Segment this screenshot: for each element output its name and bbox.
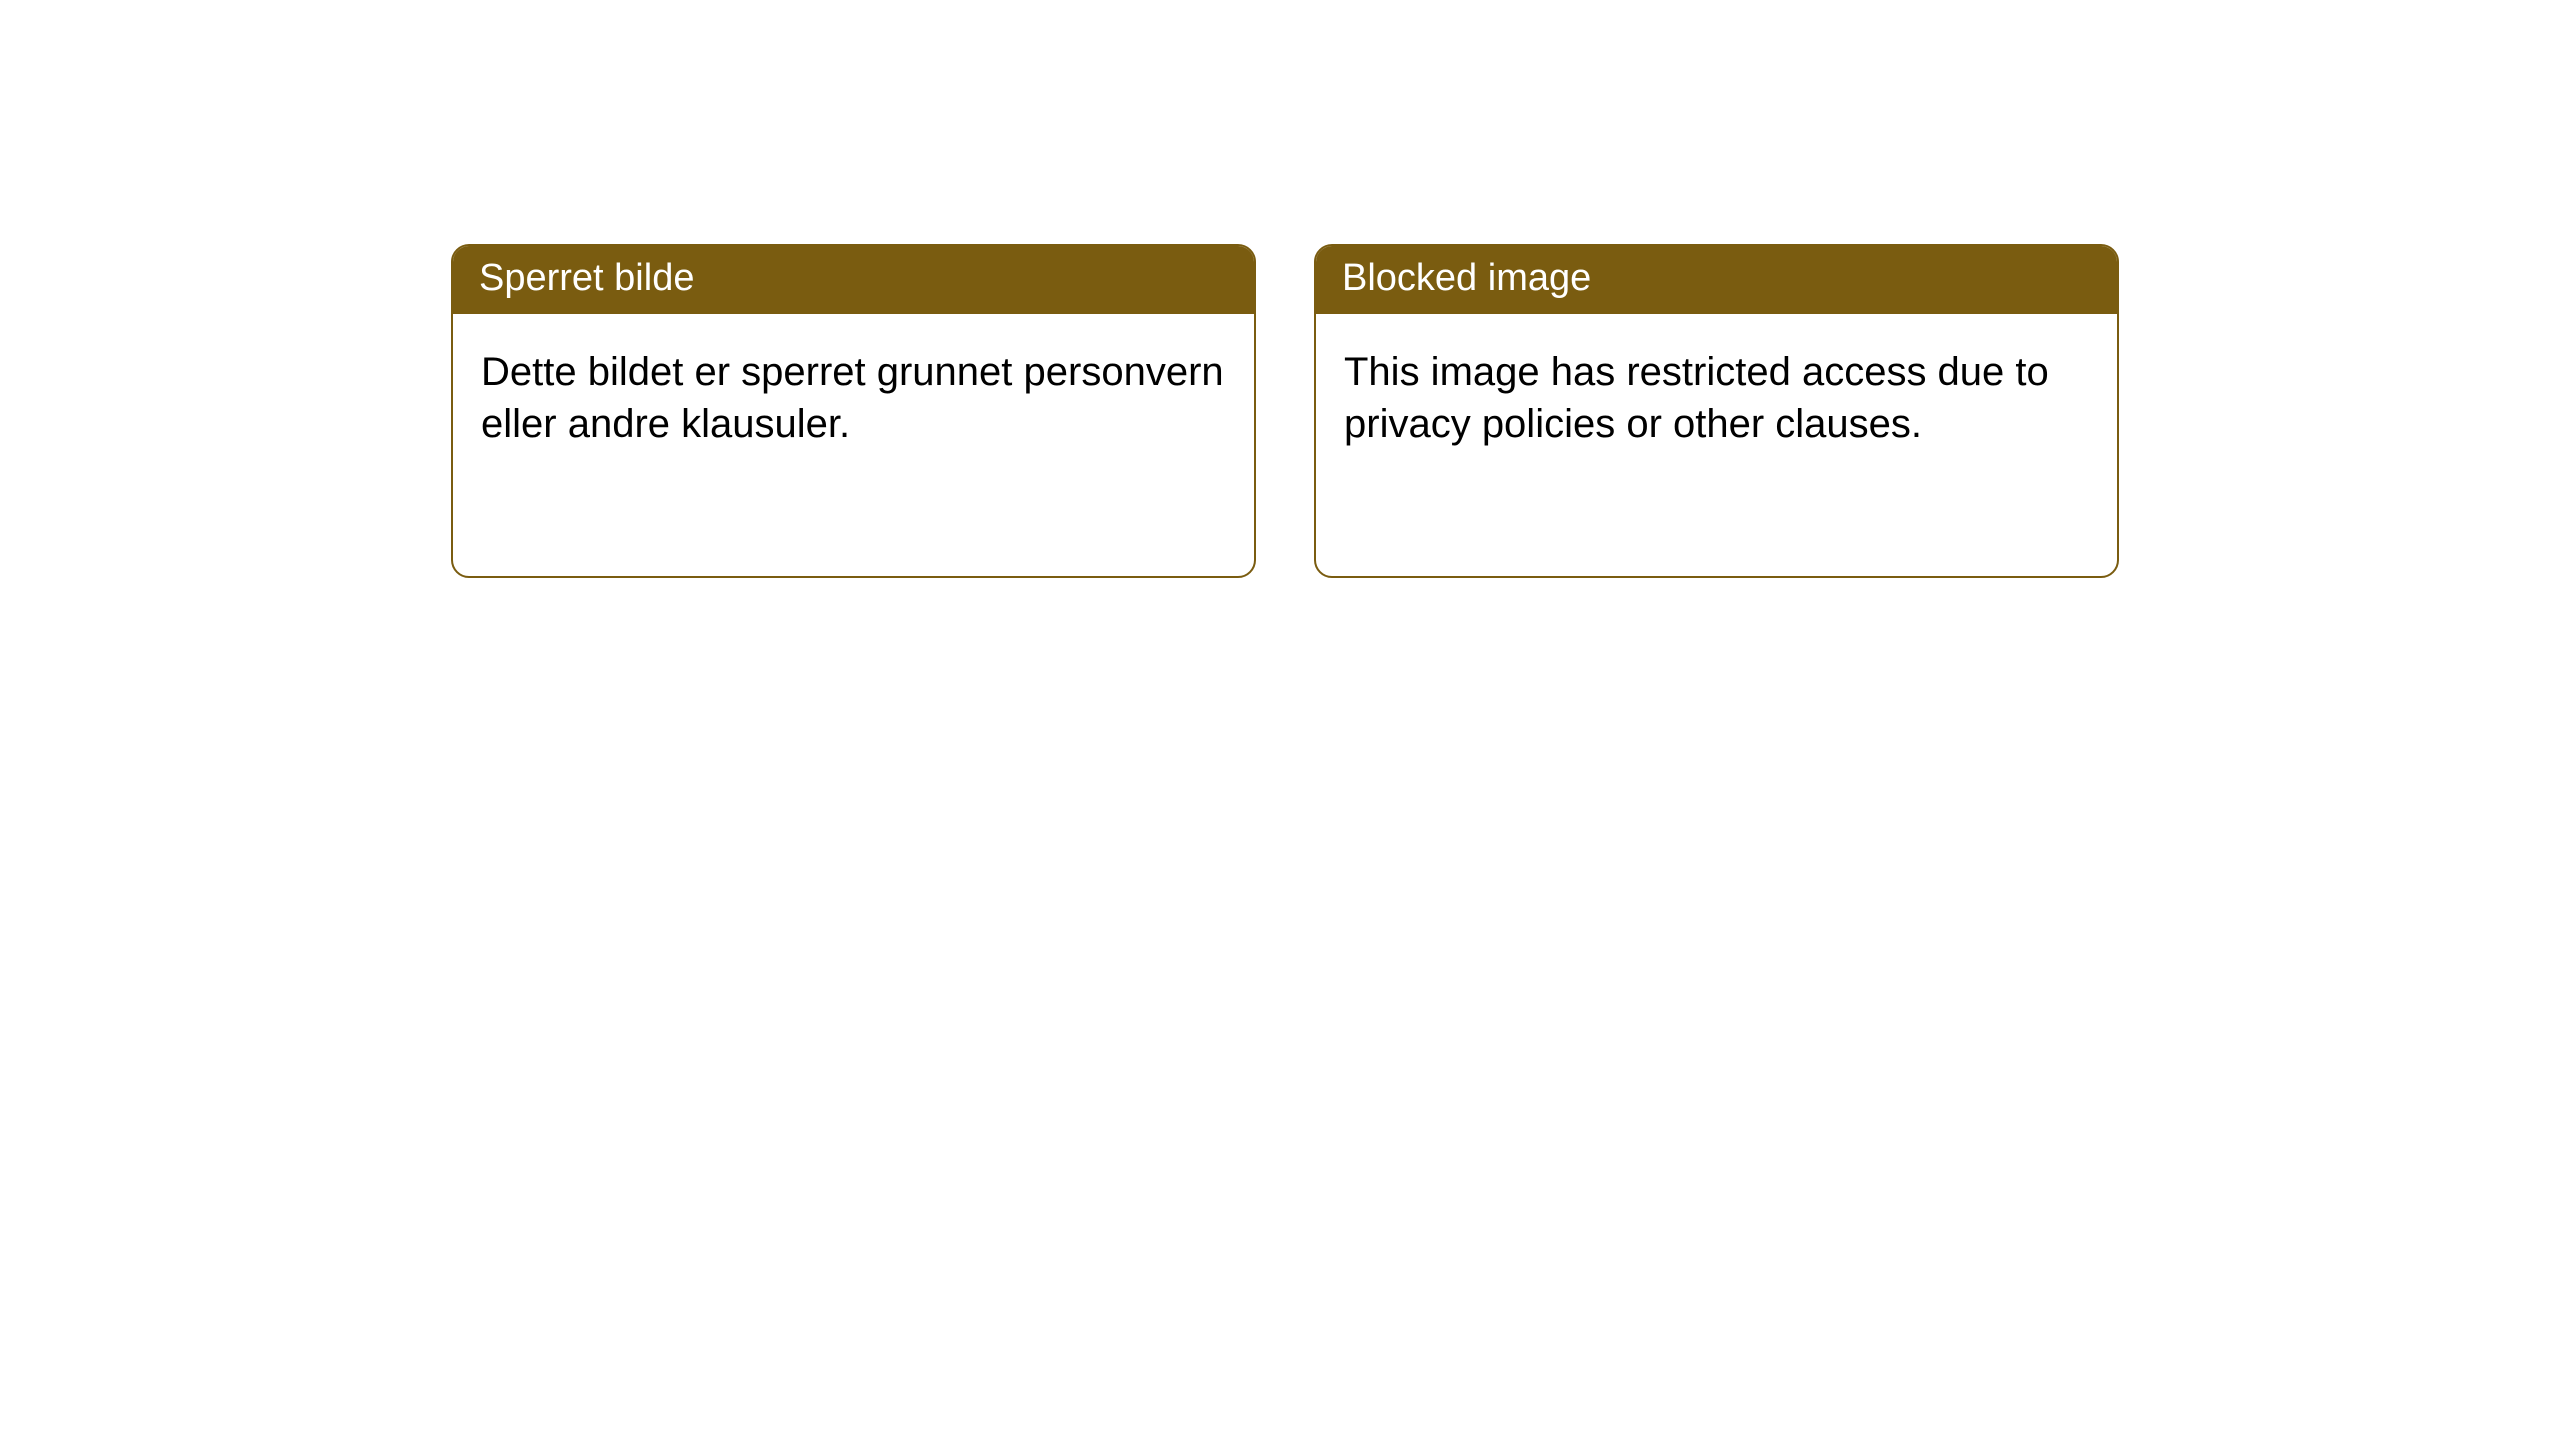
notice-card-header: Sperret bilde [453, 246, 1254, 314]
notice-cards-container: Sperret bilde Dette bildet er sperret gr… [0, 0, 2560, 578]
notice-card-body: Dette bildet er sperret grunnet personve… [453, 314, 1254, 482]
notice-card-norwegian: Sperret bilde Dette bildet er sperret gr… [451, 244, 1256, 578]
notice-card-body: This image has restricted access due to … [1316, 314, 2117, 482]
notice-card-english: Blocked image This image has restricted … [1314, 244, 2119, 578]
notice-card-header: Blocked image [1316, 246, 2117, 314]
